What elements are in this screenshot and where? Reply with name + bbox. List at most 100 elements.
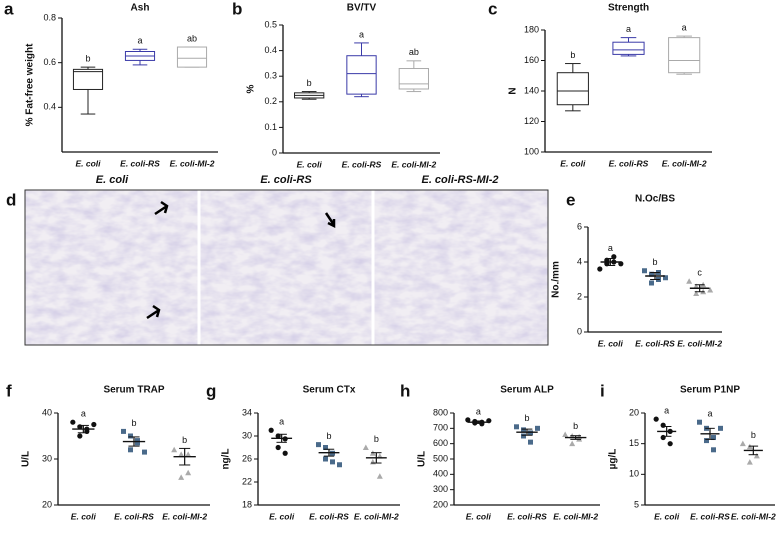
data-point xyxy=(121,428,126,434)
y-tick-label: 34 xyxy=(242,407,252,417)
significance-letter: a xyxy=(81,409,86,419)
y-tick-label: 6 xyxy=(577,221,582,231)
histology-panel: d E. coli E. coli-RS E. coli-RS-MI-2 xyxy=(6,174,549,346)
chart-title: BV/TV xyxy=(347,3,377,14)
data-point xyxy=(171,446,178,453)
panel-letter: h xyxy=(400,381,410,400)
significance-letter: a xyxy=(626,24,631,34)
y-tick-label: 20 xyxy=(629,407,639,417)
y-tick-label: 0.1 xyxy=(264,122,277,132)
data-point xyxy=(739,440,746,447)
x-tick-label: E. coli-RS xyxy=(342,159,382,169)
data-point xyxy=(663,275,668,281)
y-tick-label: 0.4 xyxy=(43,102,56,112)
y-tick-label: 5 xyxy=(634,499,639,509)
data-point xyxy=(686,278,693,284)
box xyxy=(398,68,429,90)
data-point xyxy=(753,452,760,459)
data-point xyxy=(178,451,185,457)
data-point xyxy=(576,433,583,440)
data-point xyxy=(660,434,666,441)
y-tick-label: 0.8 xyxy=(43,12,56,22)
y-tick-label: 120 xyxy=(524,116,539,126)
panel-letter: g xyxy=(206,381,216,400)
significance-letter: b xyxy=(131,418,136,428)
histology-title: E. coli xyxy=(96,174,129,186)
box xyxy=(612,41,645,55)
significance-letter: b xyxy=(85,54,90,64)
x-tick-label: E. coli xyxy=(71,511,97,521)
chart-panel: c Strength N 100 120 140 160 180 E. coli b E. coli… xyxy=(488,0,712,168)
y-tick-label: 800 xyxy=(433,407,448,417)
x-tick-label: E. coli xyxy=(466,511,492,521)
y-axis-label: No./mm xyxy=(551,261,562,298)
panel-letter: b xyxy=(232,0,242,18)
data-point xyxy=(649,280,654,286)
significance-letter: a xyxy=(682,22,687,32)
histology-texture xyxy=(25,190,548,345)
y-tick-label: 40 xyxy=(42,407,52,417)
y-tick-label: 140 xyxy=(524,85,539,95)
significance-letter: b xyxy=(182,435,187,445)
chart-panel: a Ash % Fat-free weight 0.4 0.6 0.8 E. coli b E.… xyxy=(4,0,218,168)
histology-title: E. coli-RS-MI-2 xyxy=(421,174,498,186)
panel-letter: i xyxy=(600,381,605,400)
data-point xyxy=(282,450,288,456)
y-tick-label: 300 xyxy=(433,484,448,494)
data-point xyxy=(142,449,147,455)
data-point xyxy=(178,474,185,480)
chart-panel: i Serum P1NP µg/L 5 10 15 20 E. coli a E. coli-RS… xyxy=(600,381,776,521)
data-point xyxy=(707,287,714,293)
data-point xyxy=(91,421,97,428)
data-point xyxy=(693,290,700,296)
x-tick-label: E. coli xyxy=(598,338,624,348)
x-tick-label: E. coli-RS xyxy=(635,338,675,348)
significance-letter: ab xyxy=(409,47,419,57)
significance-letter: b xyxy=(751,430,756,440)
y-tick-label: 100 xyxy=(524,146,539,156)
y-tick-label: 500 xyxy=(433,453,448,463)
data-point xyxy=(77,433,83,439)
x-tick-label: E. coli xyxy=(269,511,295,521)
significance-letter: b xyxy=(307,78,312,88)
box xyxy=(668,37,701,74)
y-tick-label: 26 xyxy=(242,453,252,463)
y-tick-label: 30 xyxy=(242,430,252,440)
data-point xyxy=(323,445,328,450)
y-tick-label: 180 xyxy=(524,24,539,34)
significance-letter: c xyxy=(697,268,702,278)
data-point xyxy=(697,419,702,425)
data-point xyxy=(562,431,569,437)
histology-title: E. coli-RS xyxy=(260,174,312,186)
significance-letter: ab xyxy=(187,33,197,43)
x-tick-label: E. coli xyxy=(560,158,586,168)
y-tick-label: 0.5 xyxy=(264,19,277,29)
y-tick-label: 20 xyxy=(42,499,52,509)
x-tick-label: E. coli-MI-2 xyxy=(731,511,776,521)
x-tick-label: E. coli-RS xyxy=(690,511,730,521)
box xyxy=(346,55,377,95)
significance-letter: a xyxy=(476,406,481,416)
chart-panel: f Serum TRAP U/L 20 30 40 E. coli a E. coli-RS b E… xyxy=(6,381,210,521)
y-tick-label: 15 xyxy=(629,438,639,448)
data-point xyxy=(185,451,192,457)
data-point xyxy=(704,438,709,444)
y-tick-label: 600 xyxy=(433,438,448,448)
data-point xyxy=(521,427,526,433)
y-tick-label: 10 xyxy=(629,469,639,479)
y-axis-label: µg/L xyxy=(608,449,619,470)
data-point xyxy=(521,433,526,439)
data-point xyxy=(528,439,533,445)
panel-letter: a xyxy=(4,0,14,18)
data-point xyxy=(514,424,519,430)
chart-panel: g Serum CTx ng/L 18 22 26 30 34 E. coli a E. coli-… xyxy=(206,381,400,521)
chart-panel: e N.Oc/BS No./mm 0 2 4 6 E. coli a E. coli-RS b E. … xyxy=(551,190,723,348)
x-tick-label: E. coli-RS xyxy=(609,158,649,168)
data-point xyxy=(369,458,376,465)
data-point xyxy=(337,462,342,468)
data-point xyxy=(569,440,576,447)
chart-title: Serum CTx xyxy=(303,385,356,396)
panel-letter: c xyxy=(488,0,497,18)
data-point xyxy=(718,425,723,431)
